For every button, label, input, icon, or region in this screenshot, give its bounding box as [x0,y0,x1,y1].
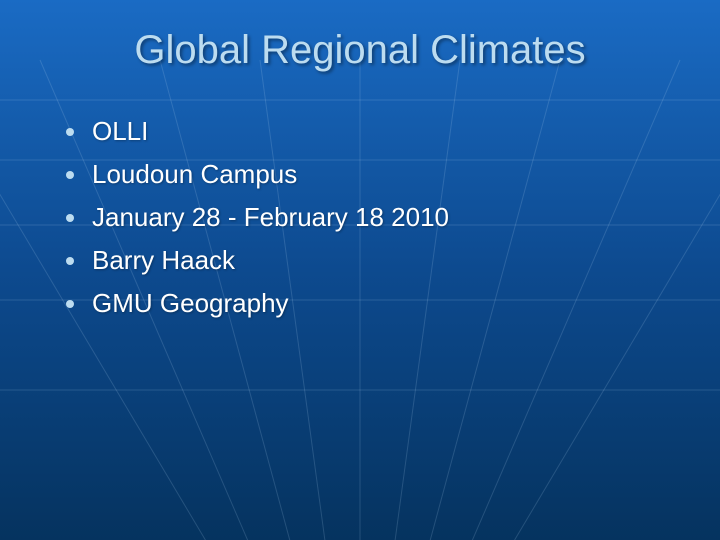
bullet-row: Barry Haack [60,245,680,276]
bullet-dot-icon [66,300,74,308]
slide-title: Global Regional Climates [0,28,720,73]
bullet-row: GMU Geography [60,288,680,319]
bullet-text: GMU Geography [92,288,289,319]
bullet-dot-icon [66,171,74,179]
bullet-dot-icon [66,257,74,265]
slide-body: OLLI Loudoun Campus January 28 - February … [60,116,680,331]
bullet-text: Loudoun Campus [92,159,297,190]
bullet-text: Barry Haack [92,245,235,276]
bullet-dot-icon [66,128,74,136]
bullet-text: January 28 - February 18 2010 [92,202,449,233]
bullet-row: January 28 - February 18 2010 [60,202,680,233]
bullet-dot-icon [66,214,74,222]
bullet-row: Loudoun Campus [60,159,680,190]
bullet-row: OLLI [60,116,680,147]
slide: Global Regional Climates OLLI Loudoun Cam… [0,0,720,540]
bullet-text: OLLI [92,116,148,147]
